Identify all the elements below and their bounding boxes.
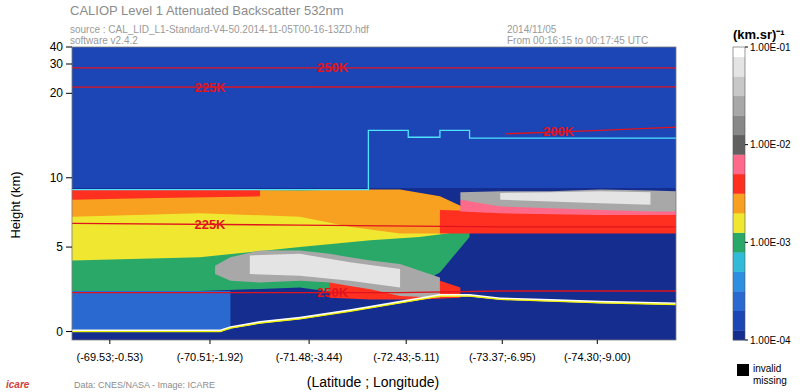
x-axis-label: (Latitude ; Longitude): [307, 374, 439, 390]
plot-frame: [72, 47, 676, 340]
colorbar-tick-label: 1.00E-04: [750, 335, 791, 346]
x-tick-label: (-72.43;-5.11): [373, 351, 439, 363]
backscatter-feature: [250, 254, 400, 288]
profile-line: [72, 67, 676, 68]
y-tick: [66, 93, 72, 94]
title: CALIOP Level 1 Attenuated Backscatter 53…: [70, 3, 344, 18]
missing-legend-text: invalid: [753, 363, 781, 374]
colorbar-tick-label: 1.00E-01: [750, 42, 791, 53]
date: 2014/11/05: [507, 24, 557, 35]
y-tick-label: 20: [50, 86, 64, 100]
y-axis-label: Height (km): [8, 171, 23, 238]
y-tick: [66, 331, 72, 332]
colorbar-band: [733, 330, 745, 340]
isotherm-label: 225K: [194, 80, 226, 95]
colorbar-band: [733, 47, 745, 57]
missing-legend-text: missing: [753, 375, 787, 386]
backscatter-feature: [72, 190, 260, 200]
backscatter-feature: [460, 190, 676, 212]
plot-area: [72, 47, 676, 340]
x-tick-label: (-71.48;-3.44): [276, 351, 343, 363]
logo: icare: [6, 379, 30, 390]
y-tick-label: 0: [56, 325, 63, 339]
colorbar-band: [733, 291, 745, 311]
x-tick: [209, 340, 210, 344]
backscatter-feature: [72, 294, 676, 332]
credit: Data: CNES/NASA - Image: ICARE: [74, 380, 215, 390]
x-tick: [406, 340, 407, 344]
backscatter-feature: [72, 47, 676, 188]
colorbar-tick: [745, 47, 748, 48]
colorbar-label: (km.sr)⁻¹: [733, 27, 785, 42]
isotherm-label: 225K: [194, 217, 226, 232]
chart: CALIOP Level 1 Attenuated Backscatter 53…: [0, 0, 811, 392]
x-tick: [502, 340, 503, 344]
x-tick-label: (-74.30;-9.00): [564, 351, 631, 363]
backscatter-feature: [72, 291, 230, 330]
colorbar-band: [733, 194, 745, 214]
colorbar-band: [733, 174, 745, 194]
colorbar-tick-label: 1.00E-03: [750, 237, 791, 248]
colorbar-band: [733, 76, 745, 96]
profile-line: [72, 223, 676, 226]
y-tick: [66, 64, 72, 65]
isotherm-label: 200K: [543, 124, 575, 139]
profile-line: [505, 127, 676, 134]
isotherm-label: 250K: [317, 60, 349, 75]
y-tick-label: 5: [56, 240, 63, 254]
x-tick-label: (-69.53;-0.53): [76, 351, 143, 363]
colorbar-band: [733, 96, 745, 116]
time-range: From 00:16:15 to 00:17:45 UTC: [507, 35, 648, 46]
source: source : CAL_LID_L1-Standard-V4-50.2014-…: [70, 24, 369, 35]
profile-line: [72, 296, 676, 331]
isotherm-label: 250K: [317, 285, 349, 300]
backscatter-feature: [500, 191, 650, 205]
colorbar-band: [733, 115, 745, 135]
y-tick-label: 10: [50, 171, 64, 185]
x-tick: [309, 340, 310, 344]
software: software v2.4.2: [70, 35, 138, 46]
y-tick-label: 30: [50, 57, 64, 71]
y-tick-label: 40: [50, 40, 64, 54]
x-tick: [597, 340, 598, 344]
backscatter-feature: [72, 190, 470, 234]
colorbar-band: [733, 272, 745, 292]
colorbar-band: [733, 154, 745, 174]
colorbar-band: [733, 233, 745, 253]
colorbar-tick: [745, 144, 748, 145]
y-tick: [66, 247, 72, 248]
colorbar-tick: [745, 242, 748, 243]
profile-line: [72, 291, 676, 293]
y-tick: [66, 177, 72, 178]
colorbar-tick: [745, 340, 748, 341]
x-tick-label: (-70.51;-1.92): [177, 351, 244, 363]
y-tick: [66, 47, 72, 48]
colorbar-band: [733, 213, 745, 233]
profile-line: [72, 130, 676, 189]
profile-line: [72, 86, 676, 88]
colorbar-frame: [733, 47, 745, 340]
colorbar-band: [733, 57, 745, 77]
x-tick-label: (-73.37;-6.95): [469, 351, 536, 363]
colorbar-band: [733, 252, 745, 272]
missing-swatch: [737, 364, 749, 376]
colorbar-band: [733, 135, 745, 155]
x-tick: [109, 340, 110, 344]
colorbar-band: [733, 311, 745, 331]
background-cell: [72, 47, 676, 340]
colorbar-tick-label: 1.00E-02: [750, 139, 791, 150]
